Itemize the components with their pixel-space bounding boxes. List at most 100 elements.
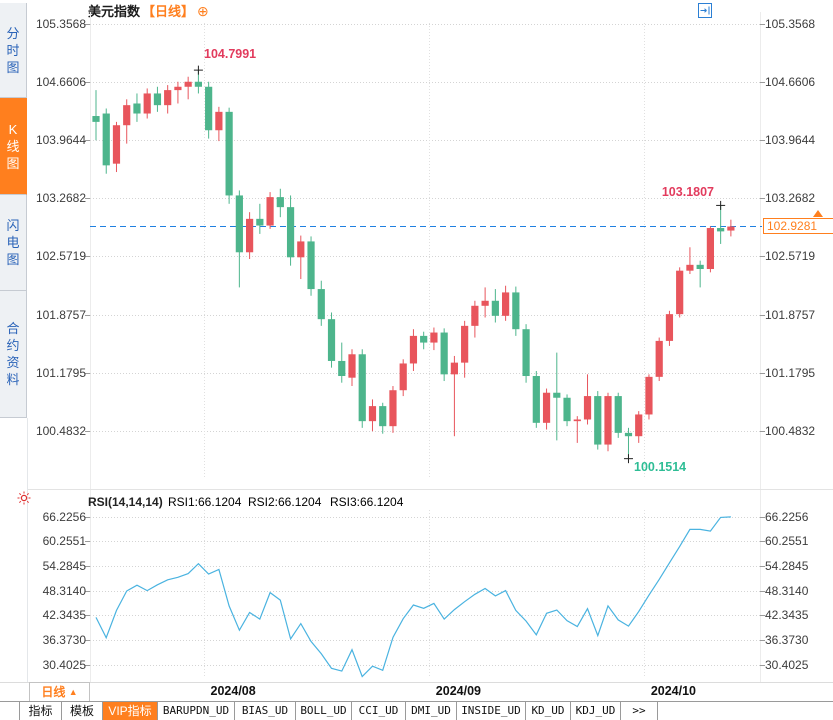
candle-body bbox=[420, 335, 428, 343]
indicator-tab-BARUPDNUD[interactable]: BARUPDN_UD bbox=[158, 702, 235, 720]
candle-body bbox=[461, 325, 469, 363]
candle-body bbox=[665, 314, 674, 341]
sidebar-item-3[interactable]: 闪电图 bbox=[0, 195, 27, 291]
candle-body bbox=[153, 93, 162, 106]
indicator-tab-INSIDEUD[interactable]: INSIDE_UD bbox=[457, 702, 526, 720]
high-price-annotation: 104.7991 bbox=[204, 47, 257, 61]
indicator-tab-VIP指标[interactable]: VIP指标 bbox=[103, 702, 158, 720]
price-axis-label: 102.5719 bbox=[35, 249, 86, 264]
price-axis-label: 100.4832 bbox=[765, 423, 816, 438]
rsi-indicator-name: RSI(14,14,14) bbox=[88, 495, 163, 509]
indicator-tab-KDUD[interactable]: KD_UD bbox=[526, 702, 571, 720]
rsi-axis-label: 48.3140 bbox=[765, 583, 809, 598]
price-axis-label: 101.1795 bbox=[765, 365, 816, 380]
candle-body bbox=[491, 300, 499, 316]
candle-body bbox=[256, 218, 264, 226]
candle-body bbox=[686, 264, 694, 271]
time-axis-row bbox=[0, 682, 833, 702]
candle-body bbox=[194, 81, 202, 87]
month-label: 2024/10 bbox=[650, 684, 697, 698]
candle-body bbox=[522, 329, 530, 377]
rsi3-value-label: RSI3:66.1204 bbox=[330, 495, 404, 509]
period-selector[interactable]: 日线 ▲ bbox=[29, 682, 90, 702]
sidebar-item-1[interactable]: 分时图 bbox=[0, 3, 27, 98]
price-axis-label: 101.1795 bbox=[35, 365, 86, 380]
rsi2-value-label: RSI2:66.1204 bbox=[248, 495, 322, 509]
price-axis-label: 103.2682 bbox=[35, 191, 86, 206]
add-indicator-icon[interactable]: ⊕ bbox=[197, 3, 209, 19]
candle-body bbox=[624, 432, 633, 437]
candle-body bbox=[389, 390, 397, 427]
rsi-axis-label: 60.2551 bbox=[42, 534, 86, 549]
candle-body bbox=[696, 264, 704, 270]
rsi-axis-label: 60.2551 bbox=[765, 534, 809, 549]
candle-body bbox=[604, 396, 612, 445]
indicator-tab->>[interactable]: >> bbox=[621, 702, 658, 720]
period-tag: 【日线】 bbox=[142, 4, 195, 19]
candle-body bbox=[727, 226, 735, 231]
indicator-tab-BIASUD[interactable]: BIAS_UD bbox=[235, 702, 296, 720]
candle-body bbox=[583, 396, 592, 420]
candle-body bbox=[542, 392, 551, 423]
indicator-tab-KDJUD[interactable]: KDJ_UD bbox=[571, 702, 621, 720]
price-axis-label: 103.2682 bbox=[765, 191, 816, 206]
candle-body bbox=[368, 406, 377, 422]
candle-body bbox=[563, 397, 571, 422]
candle-body bbox=[123, 105, 131, 126]
price-axis-label: 104.6606 bbox=[35, 74, 86, 89]
candle-body bbox=[276, 197, 284, 208]
sidebar-item-4[interactable]: 合约资料 bbox=[0, 291, 27, 418]
candle-body bbox=[471, 305, 479, 326]
swing-high-annotation: 103.1807 bbox=[661, 185, 714, 199]
period-selector-label: 日线 bbox=[41, 685, 66, 699]
candle-body bbox=[297, 241, 305, 258]
candle-body bbox=[645, 376, 653, 415]
price-axis-label: 105.3568 bbox=[35, 16, 86, 31]
instrument-title: 美元指数 bbox=[88, 4, 141, 19]
price-axis-label: 100.4832 bbox=[35, 423, 86, 438]
charts-canvas bbox=[28, 12, 833, 682]
candle-body bbox=[717, 228, 725, 232]
indicator-tab-DMIUD[interactable]: DMI_UD bbox=[406, 702, 457, 720]
candle-body bbox=[164, 90, 172, 106]
candle-body bbox=[614, 396, 622, 433]
low-price-annotation: 100.1514 bbox=[634, 460, 687, 474]
candle-body bbox=[133, 103, 141, 114]
candle-body bbox=[143, 93, 151, 114]
candle-body bbox=[205, 86, 213, 131]
candle-body bbox=[174, 86, 182, 91]
candle-body bbox=[225, 111, 233, 196]
candle-body bbox=[512, 292, 520, 330]
last-price-arrow-marker bbox=[813, 210, 823, 217]
candle-body bbox=[502, 292, 510, 316]
candle-body bbox=[409, 335, 418, 364]
candle-body bbox=[440, 332, 448, 375]
indicator-tab-指标[interactable]: 指标 bbox=[20, 702, 62, 720]
month-label: 2024/09 bbox=[435, 684, 481, 698]
rsi-axis-label: 48.3140 bbox=[42, 583, 86, 598]
rsi-axis-label: 36.3730 bbox=[765, 632, 809, 647]
jump-to-latest-icon[interactable] bbox=[698, 3, 712, 18]
candle-body bbox=[379, 406, 387, 427]
rsi-axis-label: 36.3730 bbox=[42, 632, 86, 647]
candle-body bbox=[184, 81, 192, 87]
candle-body bbox=[266, 197, 274, 226]
candle-body bbox=[594, 396, 602, 445]
candle-body bbox=[635, 414, 643, 437]
indicator-tab-模板[interactable]: 模板 bbox=[62, 702, 103, 720]
indicator-tab-CCIUD[interactable]: CCI_UD bbox=[352, 702, 406, 720]
rsi-axis-label: 30.4025 bbox=[765, 657, 809, 672]
rsi-axis-label: 66.2256 bbox=[765, 509, 809, 524]
rsi-axis-label: 42.3435 bbox=[765, 608, 809, 623]
indicator-tab-BOLLUD[interactable]: BOLL_UD bbox=[296, 702, 352, 720]
candle-body bbox=[532, 376, 540, 423]
sidebar-spacer bbox=[0, 418, 28, 682]
candle-body bbox=[676, 270, 684, 315]
candle-body bbox=[215, 111, 223, 131]
candle-body bbox=[317, 289, 325, 320]
candle-body bbox=[348, 354, 356, 378]
rsi-axis-label: 66.2256 bbox=[42, 509, 86, 524]
rsi-line bbox=[95, 516, 731, 678]
